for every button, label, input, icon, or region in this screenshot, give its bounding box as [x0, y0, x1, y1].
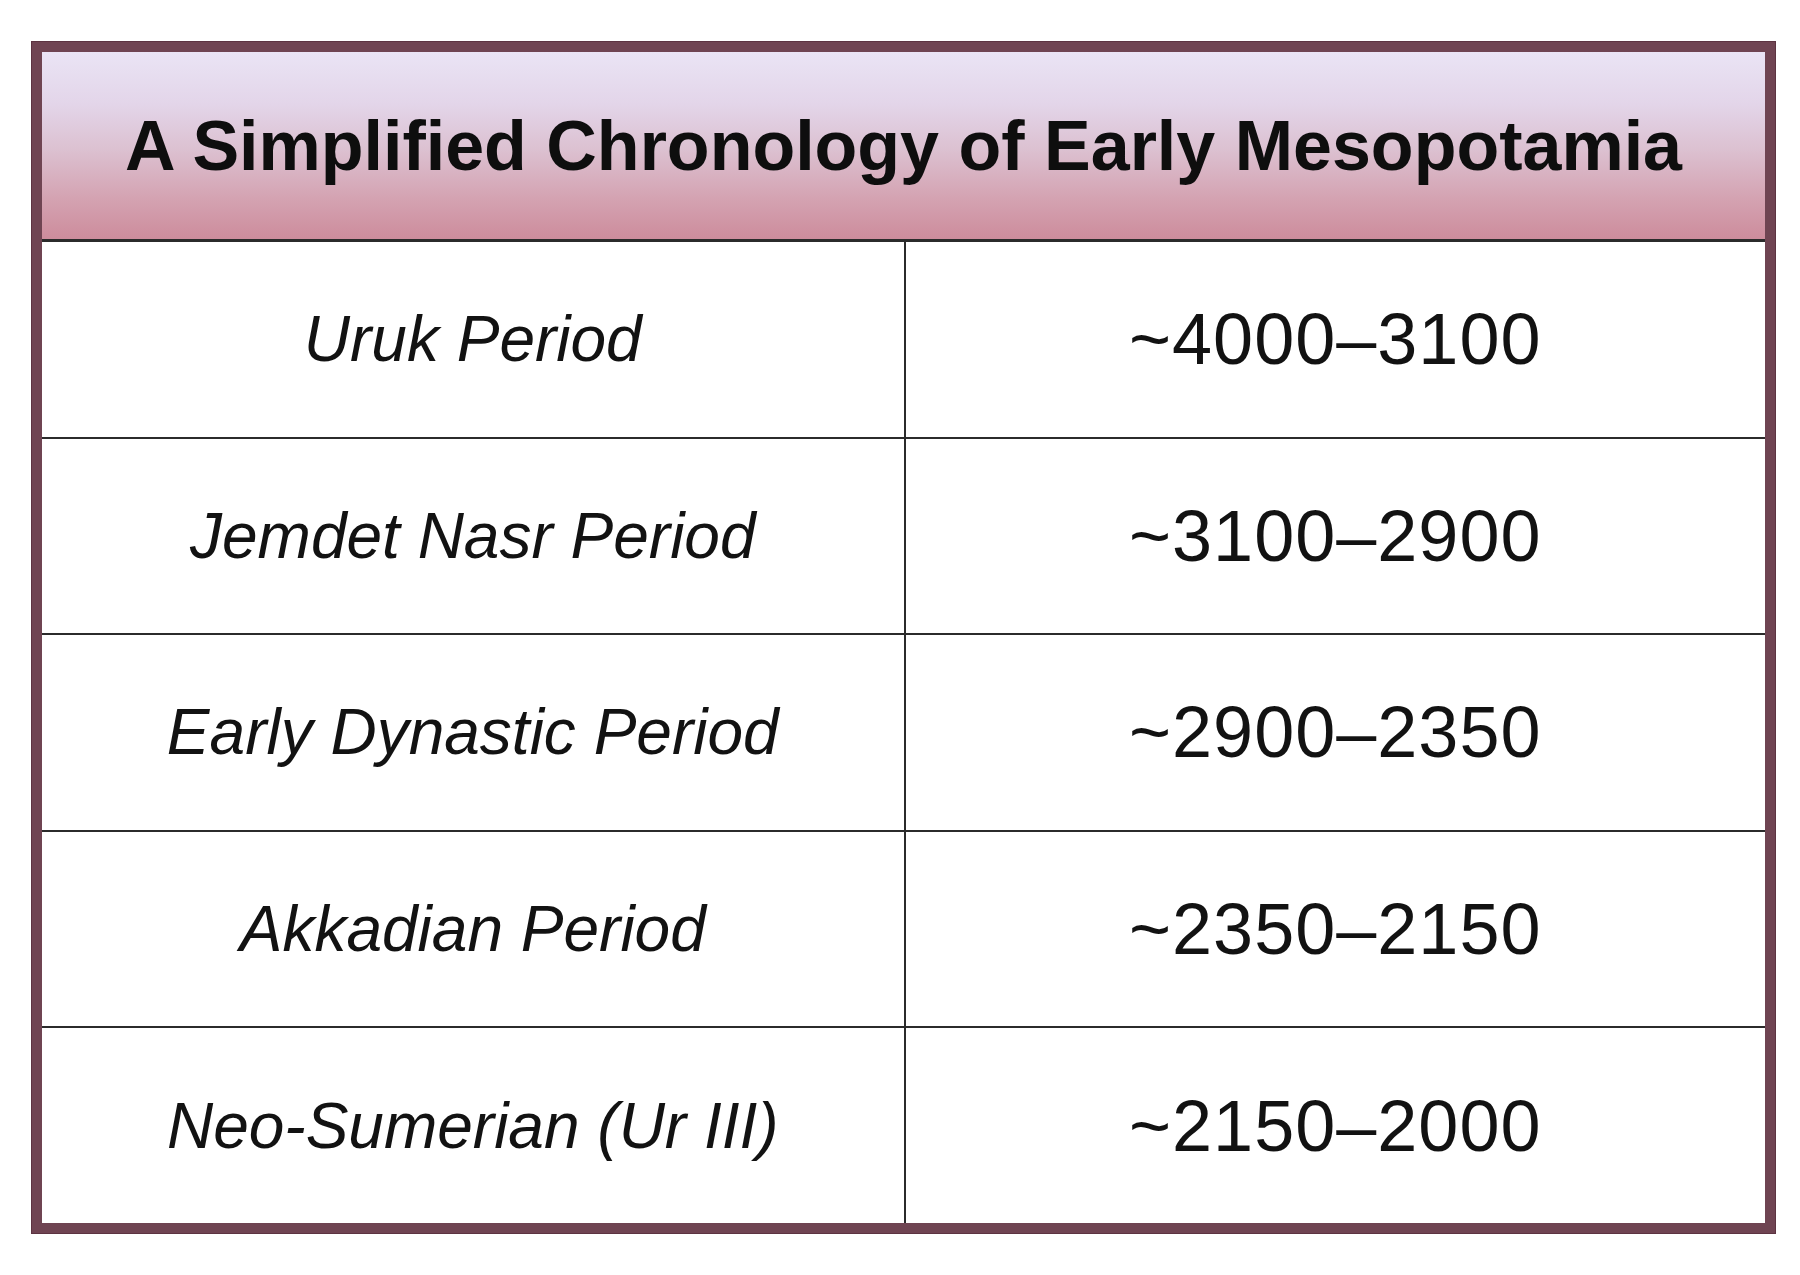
table-body: Uruk Period ~4000–3100 Jemdet Nasr Perio…	[42, 242, 1765, 1223]
table-title: A Simplified Chronology of Early Mesopot…	[125, 106, 1682, 186]
date-range-cell: ~3100–2900	[904, 439, 1766, 634]
period-cell: Akkadian Period	[42, 832, 904, 1027]
table-row: Uruk Period ~4000–3100	[42, 242, 1765, 439]
period-cell: Jemdet Nasr Period	[42, 439, 904, 634]
table-row: Akkadian Period ~2350–2150	[42, 832, 1765, 1029]
chronology-table: A Simplified Chronology of Early Mesopot…	[32, 42, 1775, 1233]
period-cell: Uruk Period	[42, 242, 904, 437]
date-range-cell: ~4000–3100	[904, 242, 1766, 437]
table-header-band: A Simplified Chronology of Early Mesopot…	[42, 52, 1765, 242]
table-row: Neo-Sumerian (Ur III) ~2150–2000	[42, 1028, 1765, 1223]
period-cell: Early Dynastic Period	[42, 635, 904, 830]
date-range-cell: ~2350–2150	[904, 832, 1766, 1027]
table-row: Jemdet Nasr Period ~3100–2900	[42, 439, 1765, 636]
date-range-cell: ~2900–2350	[904, 635, 1766, 830]
period-cell: Neo-Sumerian (Ur III)	[42, 1028, 904, 1223]
table-row: Early Dynastic Period ~2900–2350	[42, 635, 1765, 832]
date-range-cell: ~2150–2000	[904, 1028, 1766, 1223]
